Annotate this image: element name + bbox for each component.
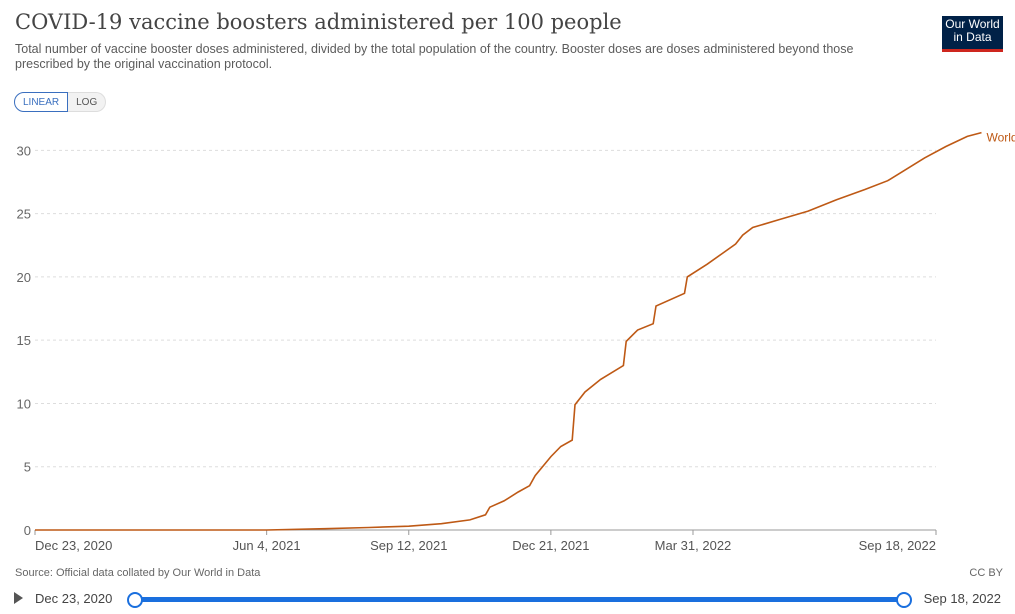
- log-scale-button[interactable]: LOG: [68, 92, 107, 112]
- timeline-end-label: Sep 18, 2022: [923, 591, 1001, 606]
- x-tick-label: Sep 18, 2022: [859, 538, 936, 553]
- series-label-world[interactable]: World: [986, 131, 1015, 145]
- y-tick-label: 20: [17, 270, 31, 285]
- series-line-world[interactable]: [35, 131, 982, 531]
- y-tick-label: 25: [17, 207, 31, 222]
- y-tick-label: 15: [17, 333, 31, 348]
- y-tick-label: 10: [17, 396, 31, 411]
- y-tick-label: 5: [24, 460, 31, 475]
- timeline-start-handle[interactable]: [127, 592, 143, 608]
- play-icon[interactable]: [14, 592, 23, 604]
- x-tick-label: Dec 21, 2021: [512, 538, 589, 553]
- source-note[interactable]: Source: Official data collated by Our Wo…: [15, 567, 261, 579]
- timeline-track[interactable]: [134, 597, 904, 602]
- scale-toggle: LINEAR LOG: [14, 92, 107, 112]
- y-tick-label: 30: [17, 143, 31, 158]
- logo-line-2: in Data: [953, 30, 992, 44]
- series-group: World: [35, 131, 1015, 531]
- logo-line-1: Our World: [945, 17, 1000, 31]
- x-tick-label: Dec 23, 2020: [35, 538, 112, 553]
- x-axis-ticks: Dec 23, 2020 Jun 4, 2021 Sep 12, 2021 Dec 2…: [34, 530, 937, 553]
- line-chart[interactable]: 0 5 10 15 20 25 30 Dec 23, 2020 Jun 4, 2021 Sep …: [0, 110, 1015, 560]
- y-tick-label: 0: [24, 523, 31, 538]
- timeline-slider[interactable]: Dec 23, 2020 Sep 18, 2022: [14, 590, 1004, 610]
- chart-title: COVID-19 vaccine boosters administered p…: [15, 10, 622, 34]
- owid-logo[interactable]: Our World in Data: [942, 16, 1003, 52]
- chart-subtitle: Total number of vaccine booster doses ad…: [15, 42, 854, 71]
- timeline-start-label: Dec 23, 2020: [35, 591, 113, 606]
- gridlines: [35, 149, 936, 531]
- x-tick-label: Sep 12, 2021: [370, 538, 447, 553]
- timeline-end-handle[interactable]: [896, 592, 912, 608]
- y-axis-ticks: 0 5 10 15 20 25 30: [17, 143, 31, 538]
- x-tick-label: Jun 4, 2021: [233, 538, 301, 553]
- x-tick-label: Mar 31, 2022: [655, 538, 732, 553]
- linear-scale-button[interactable]: LINEAR: [14, 92, 69, 112]
- license-link[interactable]: CC BY: [969, 567, 1003, 579]
